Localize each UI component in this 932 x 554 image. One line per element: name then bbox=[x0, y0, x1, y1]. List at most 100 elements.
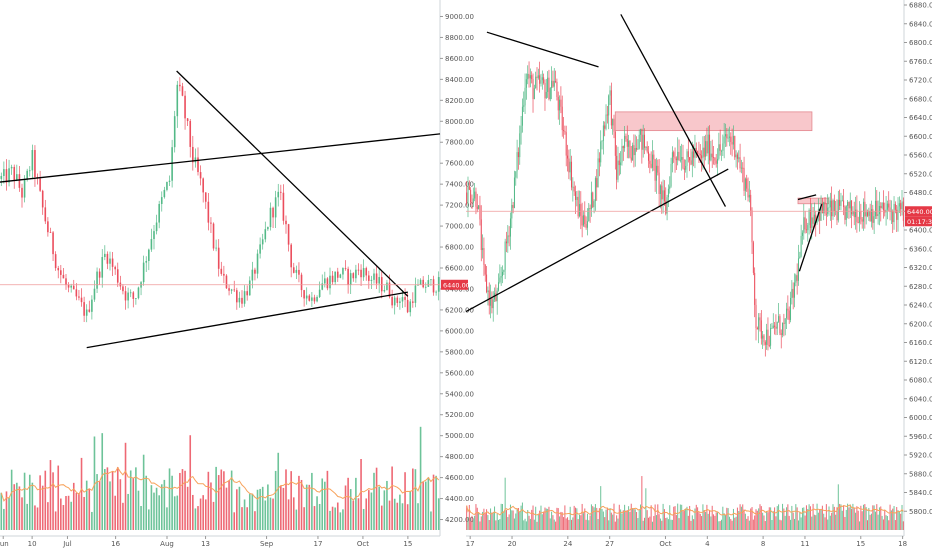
y-tick-label: 5840.00 bbox=[909, 489, 932, 497]
candle-body bbox=[430, 279, 432, 281]
candle-body bbox=[811, 217, 813, 228]
candle-body bbox=[728, 136, 730, 138]
candle bbox=[228, 284, 230, 296]
volume-bar bbox=[667, 519, 669, 530]
candle-body bbox=[742, 167, 744, 169]
candle-body bbox=[544, 82, 546, 99]
candle-body bbox=[616, 155, 618, 180]
candle-body bbox=[694, 147, 696, 158]
volume-bar bbox=[637, 518, 639, 530]
volume-bar bbox=[886, 516, 888, 530]
volume-bar bbox=[571, 519, 573, 530]
volume-bar bbox=[693, 519, 695, 530]
candle-body bbox=[331, 275, 334, 283]
y-tick-label: 6840.00 bbox=[909, 20, 932, 28]
candle-body bbox=[848, 201, 850, 209]
volume-bar bbox=[527, 510, 529, 530]
volume-bar bbox=[821, 505, 823, 530]
candle-body bbox=[592, 192, 594, 208]
candle bbox=[225, 274, 228, 290]
volume-bar bbox=[707, 513, 709, 530]
volume-bar bbox=[601, 508, 603, 530]
candle-body bbox=[388, 282, 391, 297]
candle-body bbox=[851, 200, 853, 215]
candle-body bbox=[709, 134, 711, 161]
candle-body bbox=[666, 197, 668, 214]
candle bbox=[657, 159, 659, 176]
volume-bar bbox=[799, 511, 801, 530]
candle bbox=[194, 148, 197, 168]
candle-body bbox=[476, 206, 478, 209]
volume-bar bbox=[70, 501, 72, 530]
volume-bar bbox=[865, 507, 867, 530]
candle bbox=[874, 187, 876, 220]
volume-bar bbox=[784, 515, 786, 530]
candle bbox=[520, 116, 522, 145]
candle-body bbox=[192, 146, 194, 163]
candle-body bbox=[685, 165, 687, 170]
candle bbox=[432, 275, 435, 296]
candle bbox=[799, 251, 801, 259]
volume-bar bbox=[718, 521, 720, 530]
candle-body bbox=[212, 223, 215, 249]
trendline bbox=[486, 31, 599, 68]
volume-bar bbox=[186, 486, 189, 530]
x-tick-label: 15 bbox=[856, 540, 865, 548]
volume-bar bbox=[537, 514, 539, 530]
candle-body bbox=[475, 191, 477, 207]
candle-body bbox=[492, 299, 494, 309]
candle-body bbox=[145, 261, 148, 263]
volume-bar bbox=[548, 506, 550, 530]
y-tick-label: 6760.00 bbox=[909, 58, 932, 66]
candle-body bbox=[41, 190, 44, 208]
volume-bar bbox=[502, 503, 503, 530]
candle-body bbox=[404, 297, 406, 300]
candle bbox=[36, 173, 39, 185]
volume-bar bbox=[724, 514, 726, 530]
candle bbox=[230, 288, 233, 294]
y-tick-label: 6360.00 bbox=[909, 245, 932, 253]
y-tick-label: 6720.00 bbox=[909, 77, 932, 85]
volume-bar bbox=[96, 474, 98, 530]
candle bbox=[472, 187, 474, 208]
candle bbox=[298, 262, 300, 283]
candle bbox=[889, 199, 891, 221]
candle-body bbox=[873, 216, 875, 223]
candle bbox=[847, 199, 849, 219]
candle-body bbox=[548, 77, 550, 100]
volume-bar bbox=[23, 472, 26, 530]
candle-body bbox=[285, 220, 287, 225]
candle-body bbox=[594, 178, 596, 202]
volume-bar bbox=[36, 507, 39, 530]
candle bbox=[318, 281, 321, 298]
y-tick-label: 8000.00 bbox=[445, 118, 474, 126]
candle-body bbox=[248, 280, 251, 296]
y-tick-label: 6040.00 bbox=[909, 395, 932, 403]
volume-bar bbox=[295, 509, 298, 530]
right-panel[interactable]: 5800.005840.005880.005920.005960.006000.… bbox=[465, 0, 932, 548]
candle-body bbox=[135, 298, 137, 299]
left-panel[interactable]: 4200.004400.004600.004800.005000.005200.… bbox=[0, 0, 474, 548]
volume-bar bbox=[233, 512, 236, 530]
candle-body bbox=[311, 297, 313, 301]
x-tick-label: Jul bbox=[62, 540, 72, 548]
volume-bar bbox=[471, 515, 473, 530]
candle-body bbox=[142, 262, 145, 283]
volume-bar bbox=[365, 498, 368, 530]
volume-bar bbox=[772, 511, 774, 530]
y-tick-label: 6160.00 bbox=[909, 339, 932, 347]
candle bbox=[311, 292, 313, 308]
volume-bar bbox=[552, 515, 554, 530]
candle bbox=[503, 269, 505, 275]
volume-bar bbox=[135, 467, 137, 530]
candle bbox=[21, 183, 23, 208]
volume-bar bbox=[658, 514, 660, 530]
volume-bar bbox=[648, 517, 649, 530]
volume-bar bbox=[176, 495, 179, 530]
candle bbox=[648, 146, 649, 168]
volume-bar bbox=[666, 517, 668, 530]
volume-bar bbox=[901, 504, 903, 530]
volume-bar bbox=[902, 521, 904, 530]
